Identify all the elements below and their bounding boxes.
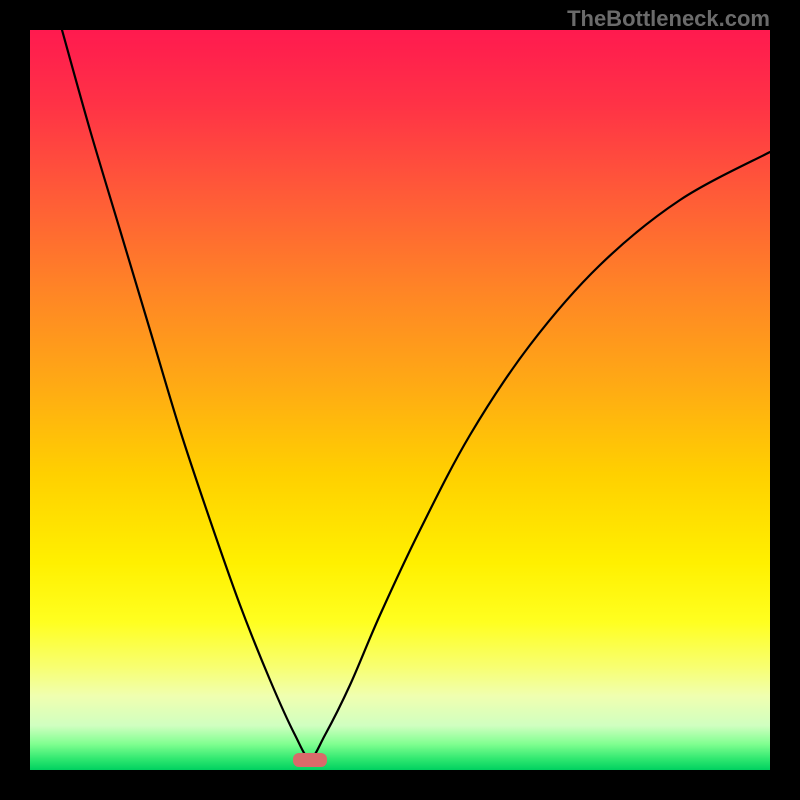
- plot-area: [30, 30, 770, 770]
- bottleneck-curve: [30, 30, 770, 770]
- chart-container: TheBottleneck.com: [0, 0, 800, 800]
- watermark-text: TheBottleneck.com: [567, 6, 770, 32]
- apex-marker: [293, 753, 327, 767]
